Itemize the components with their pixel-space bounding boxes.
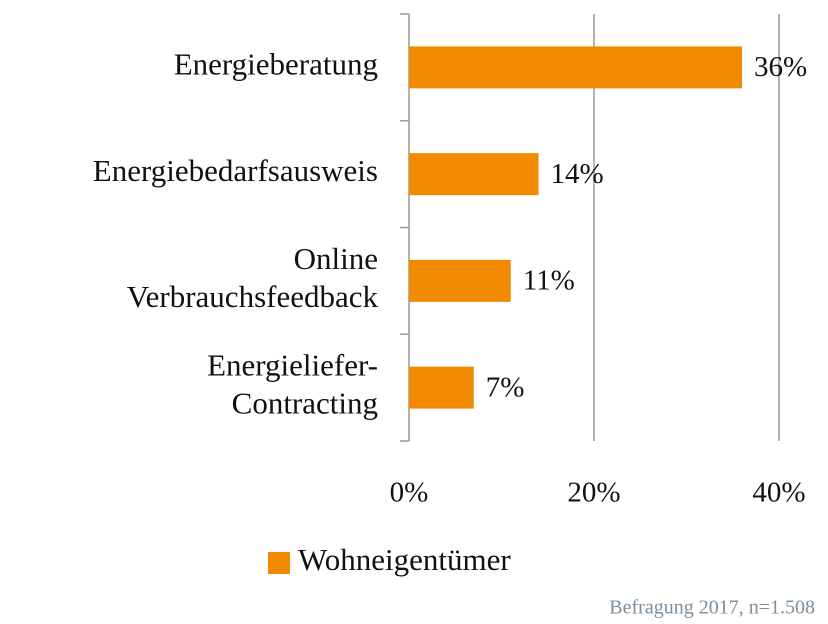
bar — [409, 366, 474, 409]
category-label: Energiebedarfsausweis — [93, 153, 378, 188]
bar — [409, 46, 742, 89]
category-label: Energieberatung — [174, 46, 378, 81]
x-tick-label: 40% — [752, 477, 805, 509]
bar — [409, 153, 539, 196]
note: Befragung 2017, n=1.508 — [609, 597, 815, 619]
category-label: Energieliefer-Contracting — [207, 348, 378, 421]
value-label: 11% — [523, 265, 575, 297]
x-tick-label: 20% — [567, 477, 620, 509]
bar — [409, 259, 511, 302]
legend-swatch — [268, 552, 290, 574]
category-label: Online Verbrauchsfeedback — [127, 241, 379, 314]
value-label: 36% — [754, 51, 807, 83]
x-tick-label: 0% — [390, 477, 429, 509]
value-label: 14% — [551, 158, 604, 190]
value-label: 7% — [486, 371, 525, 403]
legend-label: Wohneigentümer — [298, 542, 511, 577]
